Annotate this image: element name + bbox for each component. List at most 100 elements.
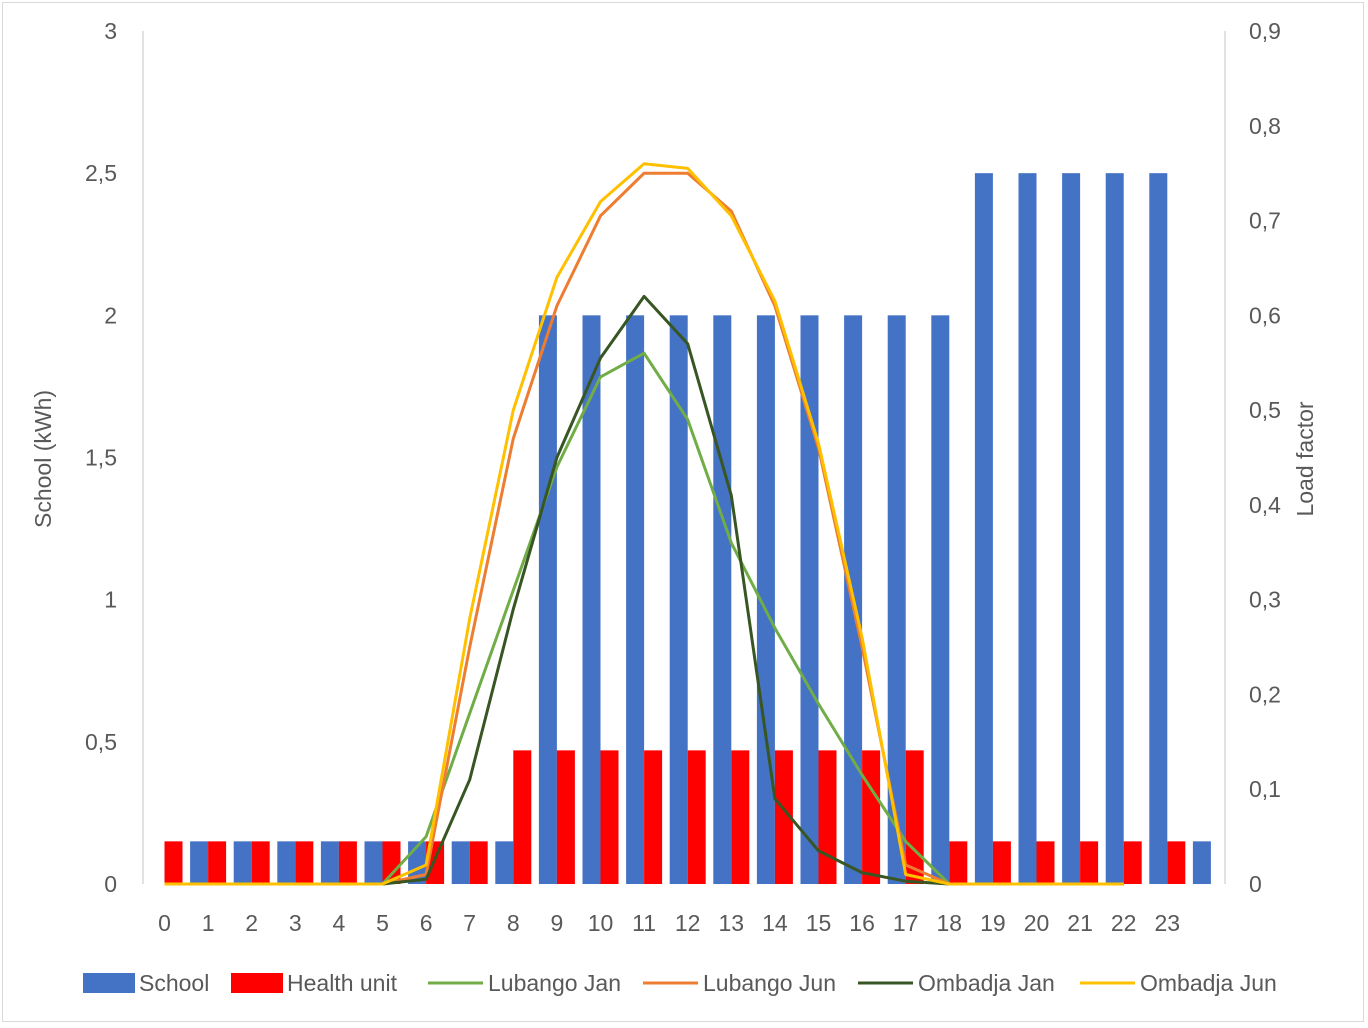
y2-tick-label: 0,6 bbox=[1249, 302, 1281, 328]
school-bar bbox=[582, 315, 601, 884]
health-unit-bar bbox=[513, 750, 532, 884]
x-tick-label: 14 bbox=[762, 910, 788, 936]
legend-label: School bbox=[139, 970, 209, 996]
x-tick-label: 17 bbox=[893, 910, 919, 936]
health-unit-bar bbox=[382, 841, 401, 884]
school-bar bbox=[364, 841, 383, 884]
y2-tick-label: 0,4 bbox=[1249, 492, 1281, 518]
legend-ombadja-jun: Ombadja Jun bbox=[1080, 970, 1277, 996]
health-unit-bar bbox=[164, 841, 183, 884]
health-unit-bar bbox=[556, 750, 575, 884]
y2-tick-label: 0,2 bbox=[1249, 681, 1281, 707]
x-tick-label: 18 bbox=[937, 910, 963, 936]
x-tick-label: 8 bbox=[507, 910, 520, 936]
school-bar bbox=[931, 315, 950, 884]
x-tick-label: 15 bbox=[806, 910, 832, 936]
school-bar bbox=[756, 315, 775, 884]
x-tick-label: 20 bbox=[1024, 910, 1050, 936]
school-bar bbox=[1018, 173, 1037, 884]
x-tick-label: 5 bbox=[376, 910, 389, 936]
legend-swatch bbox=[231, 973, 283, 993]
health-unit-bar bbox=[774, 750, 793, 884]
legend-health-unit: Health unit bbox=[231, 970, 398, 996]
health-unit-bar bbox=[862, 750, 881, 884]
legend-lubango-jan: Lubango Jan bbox=[428, 970, 621, 996]
legend-label: Health unit bbox=[287, 970, 398, 996]
x-tick-label: 16 bbox=[849, 910, 875, 936]
health-unit-bar bbox=[338, 841, 357, 884]
health-unit-bar bbox=[295, 841, 314, 884]
school-bar bbox=[974, 173, 993, 884]
ombadja-jun-line bbox=[164, 162, 1124, 886]
y-tick-label: 0 bbox=[104, 871, 117, 897]
tick-labels: 0 0,5 1 1,5 2 2,5 3 0 0,1 0,2 0,3 0,4 0,5 0,6 0,7 0,8 0,… bbox=[85, 18, 1281, 936]
health-unit-bar bbox=[1167, 841, 1186, 884]
y2-tick-label: 0,9 bbox=[1249, 18, 1281, 44]
y-tick-label: 2,5 bbox=[85, 160, 117, 186]
y2-axis-label: Load factor bbox=[1292, 401, 1318, 516]
x-tick-label: 1 bbox=[202, 910, 215, 936]
health-unit-bar bbox=[469, 841, 488, 884]
x-tick-label: 9 bbox=[551, 910, 564, 936]
y2-tick-label: 0,3 bbox=[1249, 587, 1281, 613]
school-bar bbox=[495, 841, 514, 884]
school-bar bbox=[1192, 841, 1211, 884]
y2-tick-label: 0,8 bbox=[1249, 113, 1281, 139]
x-tick-label: 11 bbox=[632, 910, 656, 936]
school-bar bbox=[713, 315, 732, 884]
x-tick-label: 13 bbox=[719, 910, 745, 936]
school-bar bbox=[800, 315, 819, 884]
school-bar bbox=[1105, 173, 1124, 884]
legend-school: School bbox=[83, 970, 209, 996]
y-tick-label: 1 bbox=[104, 587, 117, 613]
school-bar bbox=[669, 315, 688, 884]
x-tick-label: 0 bbox=[158, 910, 171, 936]
chart: 0 0,5 1 1,5 2 2,5 3 0 0,1 0,2 0,3 0,4 0,5 0,6 0,7 0,8 0,… bbox=[30, 18, 1318, 996]
legend-label: Lubango Jan bbox=[488, 970, 621, 996]
y-axis-label: School (kWh) bbox=[30, 390, 56, 528]
school-bar bbox=[887, 315, 906, 884]
legend-lubango-jun: Lubango Jun bbox=[643, 970, 836, 996]
x-tick-label: 6 bbox=[420, 910, 433, 936]
x-tick-label: 3 bbox=[289, 910, 302, 936]
y-tick-label: 1,5 bbox=[85, 445, 117, 471]
y2-tick-label: 0 bbox=[1249, 871, 1262, 897]
axes bbox=[142, 31, 1226, 884]
health-unit-bar bbox=[1036, 841, 1055, 884]
school-bar bbox=[626, 315, 645, 884]
legend-label: Lubango Jun bbox=[703, 970, 836, 996]
health-unit-bar bbox=[208, 841, 227, 884]
x-tick-label: 21 bbox=[1067, 910, 1093, 936]
school-bar bbox=[538, 315, 557, 884]
x-tick-label: 23 bbox=[1155, 910, 1181, 936]
y2-tick-label: 0,7 bbox=[1249, 208, 1281, 234]
legend-label: Ombadja Jun bbox=[1140, 970, 1277, 996]
school-bar bbox=[190, 841, 209, 884]
school-bar bbox=[1149, 173, 1168, 884]
y2-tick-label: 0,5 bbox=[1249, 397, 1281, 423]
health-unit-bar bbox=[818, 750, 837, 884]
y2-tick-label: 0,1 bbox=[1249, 776, 1281, 802]
health-unit-bar bbox=[949, 841, 968, 884]
health-unit-bar bbox=[731, 750, 750, 884]
health-unit-bar bbox=[992, 841, 1011, 884]
school-bar bbox=[320, 841, 339, 884]
health-unit-bar bbox=[644, 750, 663, 884]
y-tick-label: 2 bbox=[104, 302, 117, 328]
school-bar bbox=[1062, 173, 1081, 884]
health-unit-bar bbox=[905, 750, 924, 884]
school-bar bbox=[451, 841, 470, 884]
legend-ombadja-jan: Ombadja Jan bbox=[858, 970, 1055, 996]
health-unit-bar bbox=[251, 841, 270, 884]
x-tick-label: 12 bbox=[675, 910, 701, 936]
x-tick-label: 10 bbox=[588, 910, 614, 936]
legend: School Health unit Lubango Jan Lubango Jun O… bbox=[83, 970, 1277, 996]
health-unit-bar bbox=[1080, 841, 1099, 884]
school-bar bbox=[277, 841, 296, 884]
health-unit-bar bbox=[600, 750, 619, 884]
y-tick-label: 0,5 bbox=[85, 729, 117, 755]
y-tick-label: 3 bbox=[104, 18, 117, 44]
health-unit-bar bbox=[687, 750, 706, 884]
x-tick-label: 2 bbox=[245, 910, 258, 936]
bars bbox=[164, 173, 1211, 884]
